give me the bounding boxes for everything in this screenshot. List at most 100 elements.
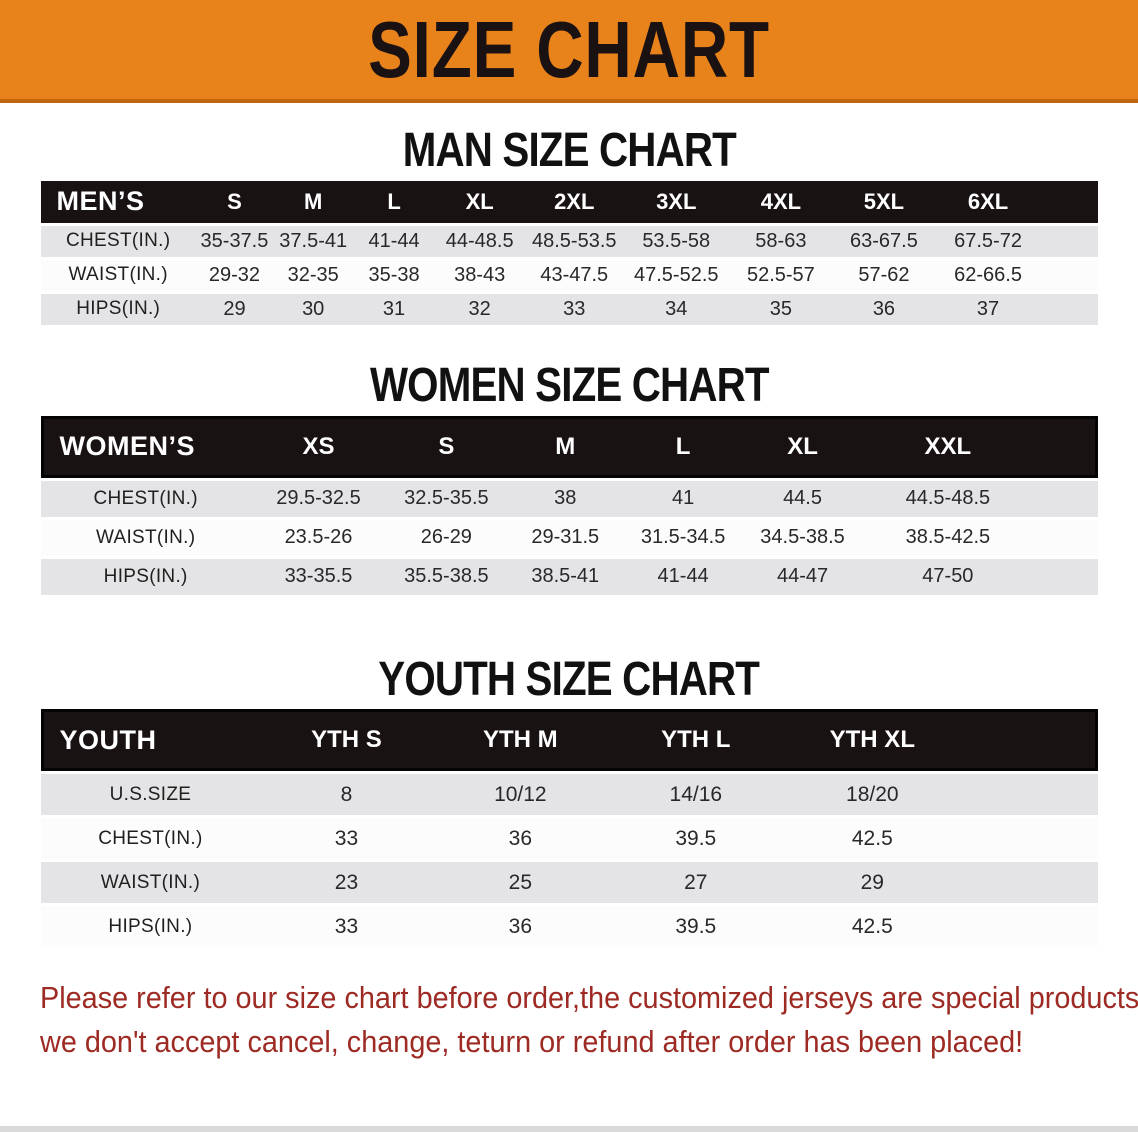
header-size-cell: L [353, 180, 435, 223]
table-row: HIPS(IN.) 33-35.5 35.5-38.5 38.5-41 41-44 44-… [40, 558, 1098, 595]
filler-cell [961, 906, 1098, 948]
table-head: WOMEN’S XS S M L XL XXL [40, 415, 1098, 478]
value-cell: 41-44 [353, 225, 435, 257]
value-cell: 44-48.5 [434, 225, 525, 257]
table-row: WAIST(IN.) 29-32 32-35 35-38 38-43 43-47.5 47.… [40, 259, 1098, 291]
value-cell: 33 [524, 293, 624, 325]
men-size-table: MEN’S S M L XL 2XL 3XL 4XL 5XL 6XL CHEST(IN.) 35-37… [40, 178, 1098, 328]
value-cell: 52.5-57 [728, 259, 834, 291]
table-header-row: YOUTH YTH S YTH M YTH L YTH XL [40, 709, 1098, 772]
table-row: CHEST(IN.) 35-37.5 37.5-41 41-44 44-48.5 48.5… [40, 225, 1098, 257]
value-cell: 36 [833, 293, 935, 325]
row-label: CHEST(IN.) [40, 480, 251, 517]
value-cell: 30 [273, 293, 354, 325]
header-size-cell: S [386, 415, 507, 478]
value-cell: 35.5-38.5 [386, 558, 507, 595]
value-cell: 53.5-58 [623, 225, 729, 257]
table-row: WAIST(IN.) 23.5-26 26-29 29-31.5 31.5-34.5 34… [40, 519, 1098, 556]
row-label: CHEST(IN.) [40, 818, 261, 860]
header-filler-cell [1041, 180, 1098, 223]
women-section-heading: WOMEN SIZE CHART [0, 358, 1138, 413]
header-size-cell: 3XL [623, 180, 729, 223]
table-header-row: WOMEN’S XS S M L XL XXL [40, 415, 1098, 478]
value-cell: 31 [353, 293, 435, 325]
youth-section-heading-text: YOUTH SIZE CHART [378, 652, 761, 706]
value-cell: 43-47.5 [524, 259, 624, 291]
value-cell: 33-35.5 [250, 558, 387, 595]
filler-cell [1041, 225, 1098, 257]
table-body: CHEST(IN.) 29.5-32.5 32.5-35.5 38 41 44.5 44.5… [40, 480, 1098, 595]
value-cell: 41-44 [623, 558, 743, 595]
value-cell: 32-35 [273, 259, 354, 291]
header-size-cell: XS [250, 415, 387, 478]
header-filler-cell [1032, 415, 1098, 478]
value-cell: 58-63 [728, 225, 834, 257]
row-label: U.S.SIZE [40, 774, 261, 816]
table-body: CHEST(IN.) 35-37.5 37.5-41 41-44 44-48.5 48.5… [40, 225, 1098, 325]
women-section-heading-text: WOMEN SIZE CHART [369, 358, 770, 412]
value-cell: 29-31.5 [506, 519, 624, 556]
header-size-cell: 4XL [728, 180, 834, 223]
value-cell: 29 [195, 293, 274, 325]
value-cell: 10/12 [432, 774, 609, 816]
value-cell: 47-50 [862, 558, 1033, 595]
table-row: CHEST(IN.) 29.5-32.5 32.5-35.5 38 41 44.5 44.5… [40, 480, 1098, 517]
row-label: WAIST(IN.) [40, 862, 261, 904]
value-cell: 47.5-52.5 [623, 259, 729, 291]
value-cell: 36 [432, 818, 609, 860]
value-cell: 67.5-72 [934, 225, 1042, 257]
table-head: MEN’S S M L XL 2XL 3XL 4XL 5XL 6XL [40, 180, 1098, 223]
value-cell: 44.5-48.5 [862, 480, 1033, 517]
disclaimer-line-1: Please refer to our size chart before or… [40, 980, 1138, 1016]
bottom-edge-strip [0, 1126, 1138, 1132]
row-label: HIPS(IN.) [40, 293, 196, 325]
header-size-cell: M [273, 180, 354, 223]
value-cell: 18/20 [783, 774, 962, 816]
table-header-label: WOMEN’S [40, 415, 251, 478]
value-cell: 57-62 [833, 259, 935, 291]
header-size-cell: M [506, 415, 624, 478]
header-size-cell: YTH M [432, 709, 609, 772]
value-cell: 38-43 [434, 259, 525, 291]
value-cell: 44.5 [742, 480, 863, 517]
youth-section-heading: YOUTH SIZE CHART [0, 652, 1138, 707]
value-cell: 42.5 [783, 906, 962, 948]
value-cell: 39.5 [608, 818, 784, 860]
value-cell: 38.5-41 [506, 558, 624, 595]
filler-cell [961, 818, 1098, 860]
table-row: HIPS(IN.) 29 30 31 32 33 34 35 36 37 [40, 293, 1098, 325]
value-cell: 29.5-32.5 [250, 480, 387, 517]
header-filler-cell [961, 709, 1098, 772]
header-size-cell: S [195, 180, 274, 223]
value-cell: 38 [506, 480, 624, 517]
value-cell: 62-66.5 [934, 259, 1042, 291]
filler-cell [1041, 293, 1098, 325]
value-cell: 42.5 [783, 818, 962, 860]
table-body: U.S.SIZE 8 10/12 14/16 18/20 CHEST(IN.) 33 36 39… [40, 774, 1098, 948]
disclaimer-text: Please refer to our size chart before or… [40, 976, 1138, 1064]
header-size-cell: YTH S [260, 709, 433, 772]
filler-cell [1032, 558, 1098, 595]
value-cell: 33 [260, 818, 433, 860]
size-chart-banner: SIZE CHART [0, 0, 1138, 103]
header-size-cell: 2XL [524, 180, 624, 223]
header-size-cell: YTH XL [783, 709, 962, 772]
header-size-cell: YTH L [608, 709, 784, 772]
value-cell: 37.5-41 [273, 225, 354, 257]
value-cell: 37 [934, 293, 1042, 325]
value-cell: 29-32 [195, 259, 274, 291]
filler-cell [961, 774, 1098, 816]
filler-cell [1041, 259, 1098, 291]
filler-cell [1032, 519, 1098, 556]
table-row: WAIST(IN.) 23 25 27 29 [40, 862, 1098, 904]
table-row: CHEST(IN.) 33 36 39.5 42.5 [40, 818, 1098, 860]
value-cell: 26-29 [386, 519, 507, 556]
filler-cell [961, 862, 1098, 904]
value-cell: 32.5-35.5 [386, 480, 507, 517]
filler-cell [1032, 480, 1098, 517]
value-cell: 34 [623, 293, 729, 325]
value-cell: 32 [434, 293, 525, 325]
table-row: HIPS(IN.) 33 36 39.5 42.5 [40, 906, 1098, 948]
table-header-row: MEN’S S M L XL 2XL 3XL 4XL 5XL 6XL [40, 180, 1098, 223]
men-section-heading-text: MAN SIZE CHART [402, 124, 736, 177]
